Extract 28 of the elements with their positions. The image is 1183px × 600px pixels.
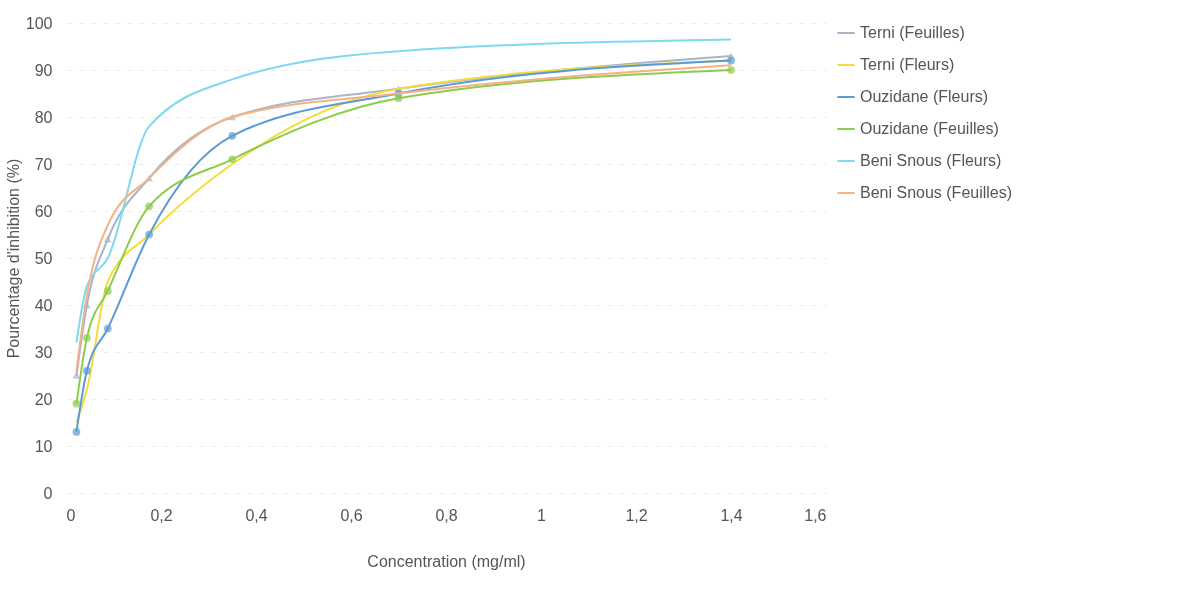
legend-label: Ouzidane (Feuilles) bbox=[860, 120, 999, 137]
y-tick-label: 40 bbox=[34, 296, 53, 314]
x-tick-label: 0,6 bbox=[340, 506, 363, 524]
x-tick-label: 0,8 bbox=[435, 506, 458, 524]
x-tick-label: 1,6 bbox=[804, 506, 827, 524]
legend-label: Ouzidane (Fleurs) bbox=[860, 88, 989, 105]
x-axis-title: Concentration (mg/ml) bbox=[367, 552, 526, 570]
y-tick-label: 50 bbox=[34, 249, 53, 267]
legend-label: Terni (Feuilles) bbox=[860, 24, 965, 41]
y-tick-label: 100 bbox=[25, 14, 53, 32]
legend-label: Beni Snous (Fleurs) bbox=[860, 152, 1002, 169]
y-tick-label: 0 bbox=[43, 484, 53, 502]
y-tick-label: 90 bbox=[34, 61, 53, 79]
y-tick-label: 70 bbox=[34, 155, 53, 173]
y-tick-label: 30 bbox=[34, 343, 53, 361]
x-tick-label: 0,4 bbox=[245, 506, 268, 524]
y-tick-label: 20 bbox=[34, 390, 53, 408]
legend-label: Beni Snous (Feuilles) bbox=[860, 184, 1013, 201]
x-tick-label: 0 bbox=[66, 506, 76, 524]
y-axis-title: Pourcentage d'inhibition (%) bbox=[4, 158, 22, 359]
x-tick-label: 0,2 bbox=[150, 506, 173, 524]
y-tick-label: 80 bbox=[34, 108, 53, 126]
x-tick-label: 1 bbox=[537, 506, 547, 524]
legend-label: Terni (Fleurs) bbox=[860, 56, 955, 73]
y-tick-label: 60 bbox=[34, 202, 53, 220]
x-tick-label: 1,4 bbox=[720, 506, 743, 524]
y-tick-label: 10 bbox=[34, 437, 53, 455]
x-tick-label: 1,2 bbox=[625, 506, 648, 524]
